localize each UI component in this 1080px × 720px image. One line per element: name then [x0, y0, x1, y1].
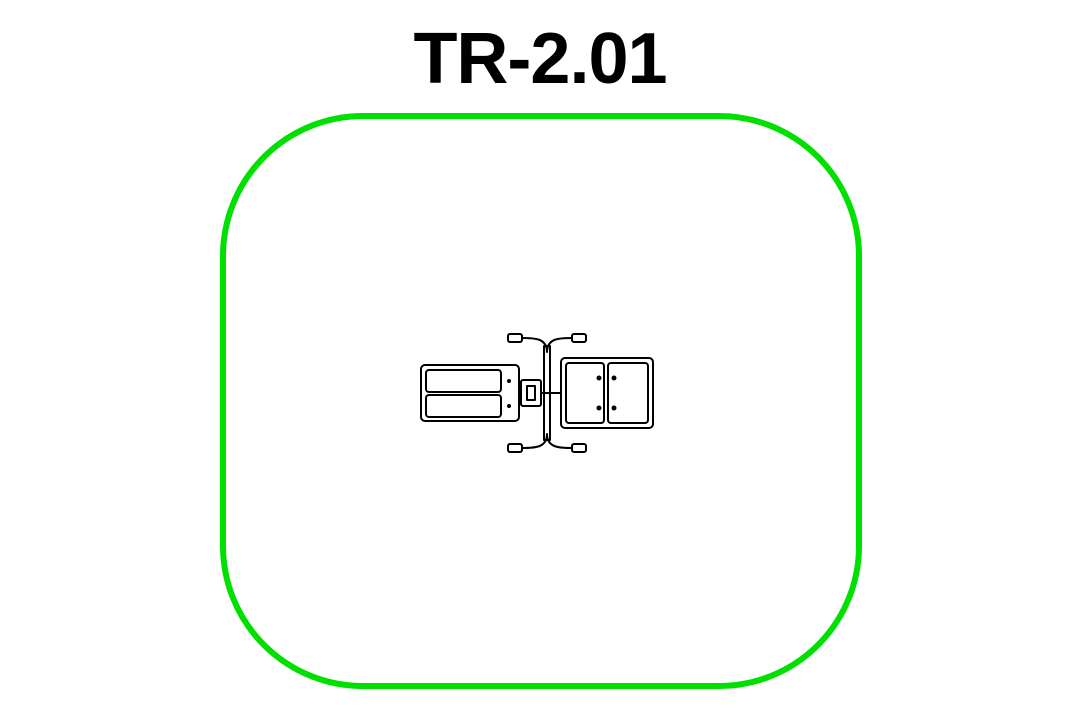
arm-tip — [572, 334, 586, 342]
tractor-top-view — [421, 334, 653, 452]
right-block-inner-left — [566, 363, 604, 423]
diagram-canvas: TR-2.01 — [0, 0, 1080, 720]
left-block-inner-top — [426, 370, 501, 392]
dot — [612, 406, 617, 411]
diagram-svg — [0, 0, 1080, 720]
dot — [597, 406, 602, 411]
arm-tip — [572, 444, 586, 452]
hitch-coupler-inner — [527, 386, 535, 400]
dot — [507, 404, 511, 408]
right-block-inner-right — [608, 363, 648, 423]
arm-tip — [508, 444, 522, 452]
dot — [612, 376, 617, 381]
diagram-title: TR-2.01 — [0, 18, 1080, 100]
dot — [597, 376, 602, 381]
left-block-inner-bottom — [426, 395, 501, 417]
dot — [507, 379, 511, 383]
arm-tip — [508, 334, 522, 342]
